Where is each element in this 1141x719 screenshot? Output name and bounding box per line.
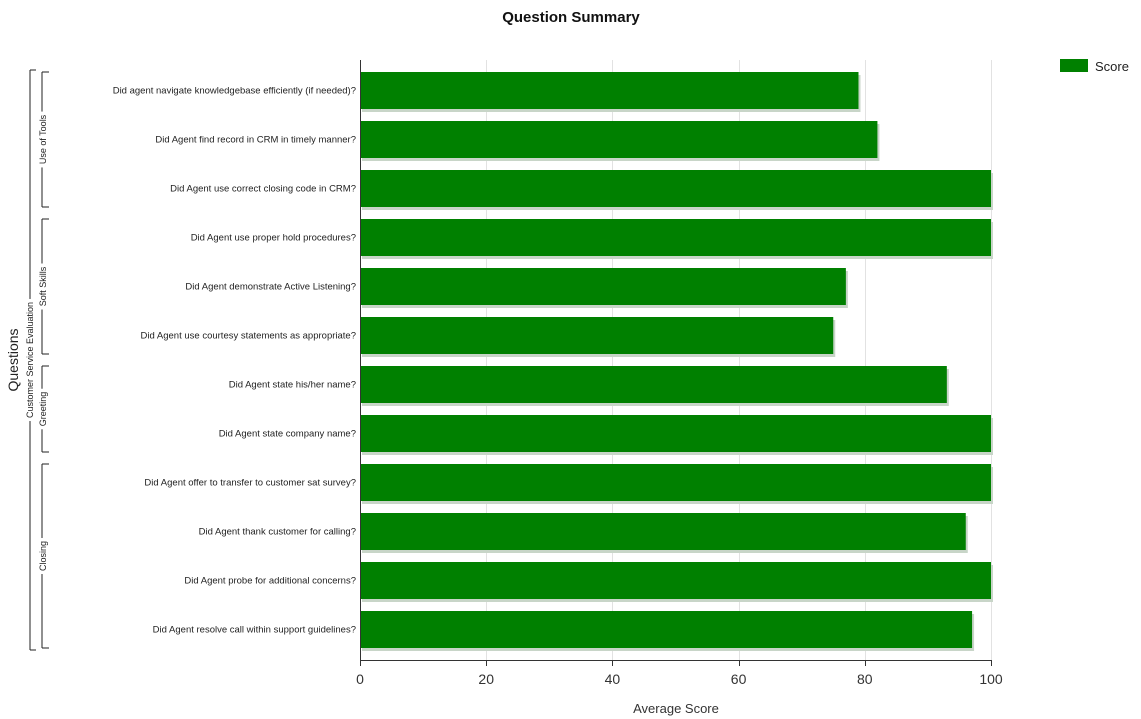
group-label: Customer Service Evaluation bbox=[25, 302, 35, 418]
legend-swatch bbox=[1060, 59, 1088, 72]
legend: Score bbox=[1060, 59, 1129, 74]
x-tick-label: 40 bbox=[605, 671, 621, 687]
category-label: Did Agent resolve call within support gu… bbox=[153, 625, 356, 636]
bar bbox=[360, 317, 834, 354]
x-tick-label: 80 bbox=[857, 671, 873, 687]
bar bbox=[360, 219, 991, 256]
bar bbox=[360, 464, 991, 501]
x-tick-label: 60 bbox=[731, 671, 747, 687]
group-label-backing bbox=[35, 388, 49, 430]
category-label: Did agent navigate knowledgebase efficie… bbox=[113, 86, 356, 97]
category-labels: Did agent navigate knowledgebase efficie… bbox=[113, 86, 356, 636]
category-label: Did Agent use courtesy statements as app… bbox=[141, 331, 356, 342]
bar bbox=[360, 72, 859, 109]
category-label: Did Agent thank customer for calling? bbox=[199, 527, 356, 538]
bar bbox=[360, 268, 846, 305]
bar bbox=[360, 366, 947, 403]
category-label: Did Agent state his/her name? bbox=[229, 380, 356, 391]
category-label: Did Agent offer to transfer to customer … bbox=[144, 478, 356, 489]
group-label-backing bbox=[24, 298, 36, 422]
group-label: Greeting bbox=[38, 392, 48, 427]
category-label: Did Agent use correct closing code in CR… bbox=[170, 184, 356, 195]
category-label: Did Agent probe for additional concerns? bbox=[184, 576, 356, 587]
y-axis-title: Questions bbox=[5, 328, 21, 391]
category-label: Did Agent state company name? bbox=[219, 429, 356, 440]
group-label: Soft Skills bbox=[38, 266, 48, 306]
axes bbox=[360, 60, 992, 661]
category-label: Did Agent demonstrate Active Listening? bbox=[185, 282, 356, 293]
x-tick-label: 100 bbox=[979, 671, 1003, 687]
category-label: Did Agent find record in CRM in timely m… bbox=[155, 135, 356, 146]
bar bbox=[360, 611, 973, 648]
category-group-brackets: Use of Tools Soft Skills Greeting Closing Cu… bbox=[24, 69, 49, 651]
group-label-backing bbox=[35, 111, 49, 168]
x-tick-labels: 0 20 40 60 80 100 bbox=[356, 660, 1003, 687]
category-label: Did Agent use proper hold procedures? bbox=[191, 233, 356, 244]
group-label-backing bbox=[35, 263, 49, 310]
bars bbox=[360, 72, 993, 651]
group-label-backing bbox=[35, 537, 49, 575]
bar bbox=[360, 562, 991, 599]
group-label: Closing bbox=[38, 541, 48, 571]
x-axis-title: Average Score bbox=[633, 701, 719, 716]
bar bbox=[360, 170, 991, 207]
bar bbox=[360, 415, 991, 452]
bar bbox=[360, 121, 878, 158]
x-tick-label: 20 bbox=[478, 671, 494, 687]
bar bbox=[360, 513, 966, 550]
x-tick-label: 0 bbox=[356, 671, 364, 687]
group-label: Use of Tools bbox=[38, 114, 48, 164]
chart-title: Question Summary bbox=[502, 9, 640, 26]
legend-label: Score bbox=[1095, 59, 1129, 74]
